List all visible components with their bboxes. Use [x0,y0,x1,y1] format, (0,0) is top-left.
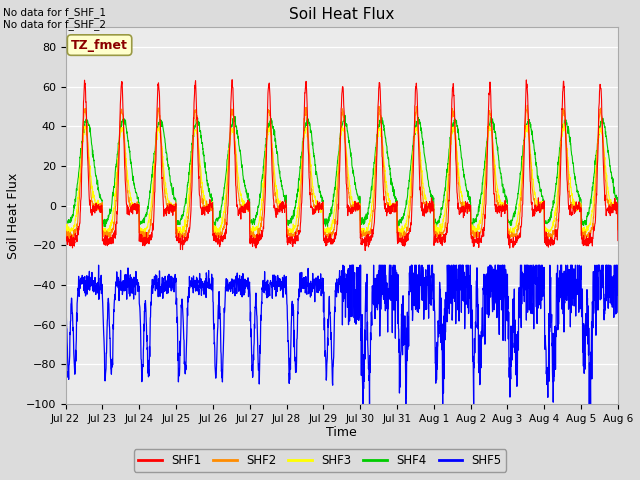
Text: No data for f_SHF_2: No data for f_SHF_2 [3,19,106,30]
SHF5 [359,401,367,407]
SHF1 [216,244,223,250]
SHF5 [339,262,347,268]
SHF4 [503,195,511,201]
SHF3 [176,233,184,239]
SHF3 [61,227,69,232]
SHF4 [370,161,378,167]
SHF4 [216,208,223,214]
SHF4 [566,134,573,140]
SHF5 [358,338,365,344]
SHF4 [614,220,622,226]
SHF2 [581,233,589,239]
SHF5 [371,276,378,281]
X-axis label: Time: Time [326,426,357,440]
SHF1 [362,248,369,253]
SHF1 [614,238,622,243]
SHF3 [614,226,622,232]
SHF5 [216,303,223,309]
Line: SHF3: SHF3 [65,124,618,236]
SHF3 [502,207,510,213]
Title: Soil Heat Flux: Soil Heat Flux [289,7,394,22]
SHF4 [468,225,476,230]
Text: TZ_fmet: TZ_fmet [71,38,128,51]
SHF1 [566,203,573,208]
SHF4 [341,112,349,118]
SHF2 [370,196,378,202]
SHF2 [566,194,573,200]
Line: SHF1: SHF1 [65,80,618,251]
SHF3 [581,228,589,234]
Line: SHF5: SHF5 [65,265,618,404]
SHF3 [216,229,224,235]
SHF3 [358,226,365,231]
SHF4 [358,218,365,224]
Text: No data for f_SHF_1: No data for f_SHF_1 [3,7,106,18]
Y-axis label: Soil Heat Flux: Soil Heat Flux [7,172,20,259]
SHF1 [228,77,236,83]
SHF1 [581,237,589,243]
SHF3 [560,121,568,127]
SHF2 [358,231,365,237]
SHF1 [371,220,378,226]
SHF3 [370,181,378,187]
SHF1 [61,229,69,235]
SHF5 [614,292,622,298]
SHF4 [61,217,69,223]
Line: SHF4: SHF4 [65,115,618,228]
SHF1 [358,239,365,244]
SHF2 [524,102,531,108]
SHF2 [216,233,223,239]
SHF2 [614,227,622,233]
SHF2 [61,227,69,233]
SHF1 [503,202,511,207]
SHF5 [581,366,589,372]
SHF5 [503,275,511,281]
SHF4 [581,220,589,226]
SHF2 [502,204,510,209]
Legend: SHF1, SHF2, SHF3, SHF4, SHF5: SHF1, SHF2, SHF3, SHF4, SHF5 [134,449,506,472]
Line: SHF2: SHF2 [65,105,618,241]
SHF2 [364,239,372,244]
SHF5 [566,287,573,293]
SHF3 [566,174,573,180]
SHF5 [61,298,69,303]
